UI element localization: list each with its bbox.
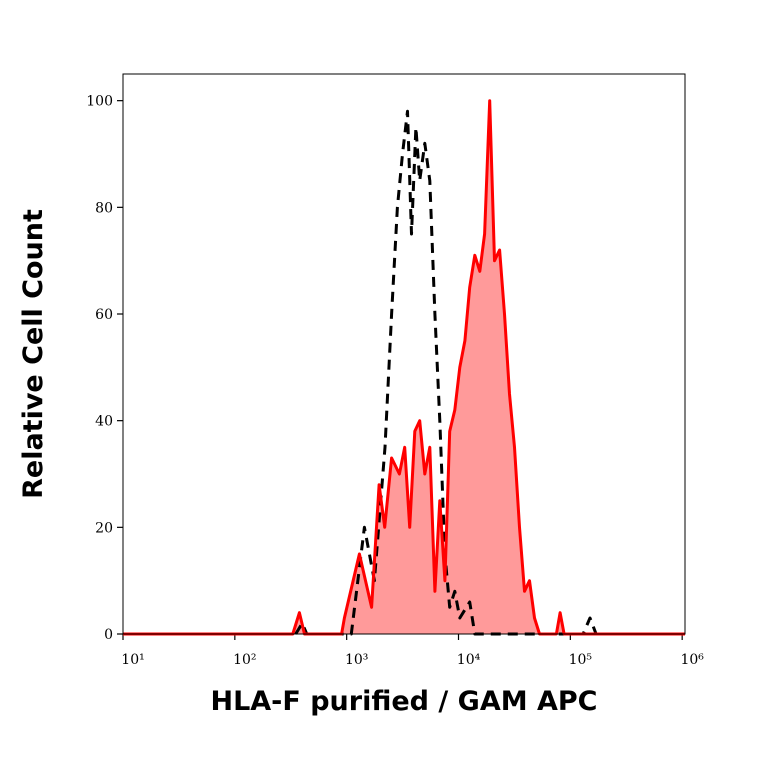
- x-tick-label: 10¹: [121, 652, 144, 668]
- plot-frame: [122, 73, 686, 635]
- x-axis-title: HLA-F purified / GAM APC: [210, 686, 597, 717]
- y-tick-label: 40: [95, 414, 113, 430]
- x-tick-label: 10⁴: [457, 652, 481, 668]
- y-tick-label: 60: [95, 307, 113, 323]
- y-tick-label: 0: [104, 627, 113, 643]
- histogram-line: [123, 99, 685, 636]
- x-tick-label: 10²: [233, 652, 256, 668]
- x-tick-label: 10³: [345, 652, 368, 668]
- x-tick-label: 10⁶: [680, 652, 704, 668]
- y-tick-label: 100: [86, 94, 113, 110]
- histogram-fill: [123, 100, 685, 634]
- histogram-line: [294, 109, 598, 636]
- y-tick-label: 80: [95, 200, 113, 216]
- y-tick-label: 20: [95, 520, 113, 536]
- x-tick-label: 10⁵: [569, 652, 593, 668]
- y-axis-title: Relative Cell Count: [18, 209, 49, 499]
